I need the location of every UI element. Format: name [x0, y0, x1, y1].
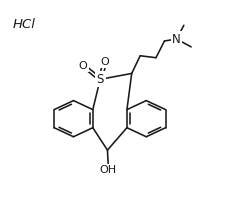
Text: HCl: HCl: [13, 18, 36, 31]
Text: O: O: [79, 61, 88, 70]
Text: OH: OH: [100, 165, 117, 175]
Text: N: N: [172, 32, 181, 46]
Text: S: S: [96, 73, 104, 86]
Text: O: O: [101, 57, 109, 67]
